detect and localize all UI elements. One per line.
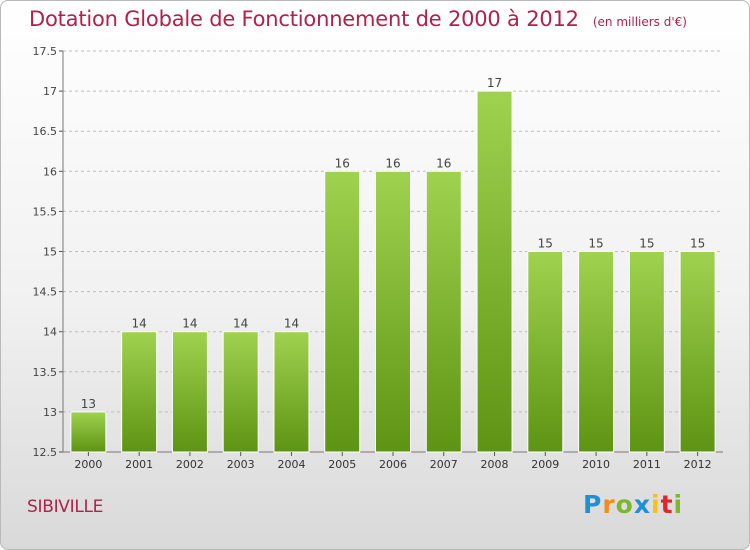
bar: [273, 331, 310, 453]
bar-value-label: 15: [588, 237, 603, 251]
x-tick-label: 2003: [227, 458, 255, 471]
x-tick-label: 2012: [684, 458, 712, 471]
bar-value-label: 14: [132, 317, 147, 331]
bar-value-label: 14: [284, 317, 299, 331]
bar-value-label: 15: [690, 237, 705, 251]
bar: [171, 331, 208, 453]
y-tick-label: 17: [43, 85, 57, 98]
chart-unit: (en milliers d'€): [592, 15, 687, 29]
proxiti-logo: Proxiti: [583, 490, 683, 519]
bar-value-label: 13: [81, 397, 96, 411]
bar: [476, 90, 513, 453]
chart-title: Dotation Globale de Fonctionnement de 20…: [29, 7, 579, 31]
bar-value-label: 17: [487, 76, 502, 90]
x-tick-label: 2000: [74, 458, 102, 471]
bar: [222, 331, 259, 453]
bar-value-label: 14: [233, 317, 248, 331]
x-tick-label: 2008: [481, 458, 509, 471]
bar: [679, 251, 716, 453]
commune-name: SIBIVILLE: [27, 497, 104, 517]
bar-value-label: 15: [639, 237, 654, 251]
bar: [628, 251, 665, 453]
x-tick-label: 2009: [531, 458, 559, 471]
bar-chart: 12.5 13 13.5 14 14.5 15 15.5 16 16.5 17 17.5 13 2000…: [33, 45, 723, 471]
y-tick-label: 13: [43, 406, 57, 419]
bar: [425, 170, 462, 453]
y-tick-label: 13.5: [33, 366, 58, 379]
y-tick-label: 14.5: [33, 286, 58, 299]
bar-value-label: 16: [385, 156, 400, 170]
y-tick-label: 16.5: [33, 125, 58, 138]
x-tick-label: 2004: [277, 458, 305, 471]
bar: [70, 411, 107, 453]
x-tick-label: 2005: [328, 458, 356, 471]
x-tick-label: 2007: [430, 458, 458, 471]
logo-letter: t: [660, 490, 674, 519]
logo-letter: i: [651, 490, 661, 519]
logo-letter: i: [673, 490, 684, 519]
y-tick-label: 14: [43, 326, 57, 339]
logo-letter: r: [602, 490, 616, 519]
y-tick-label: 15: [43, 246, 57, 259]
x-tick-label: 2011: [633, 458, 661, 471]
bar: [578, 251, 615, 453]
bar-value-label: 14: [182, 317, 197, 331]
y-tick-label: 12.5: [33, 446, 58, 459]
x-tick-label: 2010: [582, 458, 610, 471]
x-tick-label: 2002: [176, 458, 204, 471]
y-tick-label: 17.5: [33, 45, 58, 58]
chart-header: Dotation Globale de Fonctionnement de 20…: [29, 7, 687, 31]
bar-value-label: 16: [436, 156, 451, 170]
bar-value-label: 15: [538, 237, 553, 251]
bar: [121, 331, 158, 453]
logo-letter: x: [633, 490, 651, 519]
logo-letter: P: [583, 490, 603, 519]
logo-letter: o: [615, 490, 634, 519]
bar: [527, 251, 564, 453]
y-tick-label: 16: [43, 165, 57, 178]
y-tick-label: 15.5: [33, 205, 58, 218]
x-tick-label: 2006: [379, 458, 407, 471]
bar-value-label: 16: [335, 156, 350, 170]
bar: [375, 170, 411, 453]
bar: [324, 170, 361, 453]
x-tick-label: 2001: [125, 458, 153, 471]
